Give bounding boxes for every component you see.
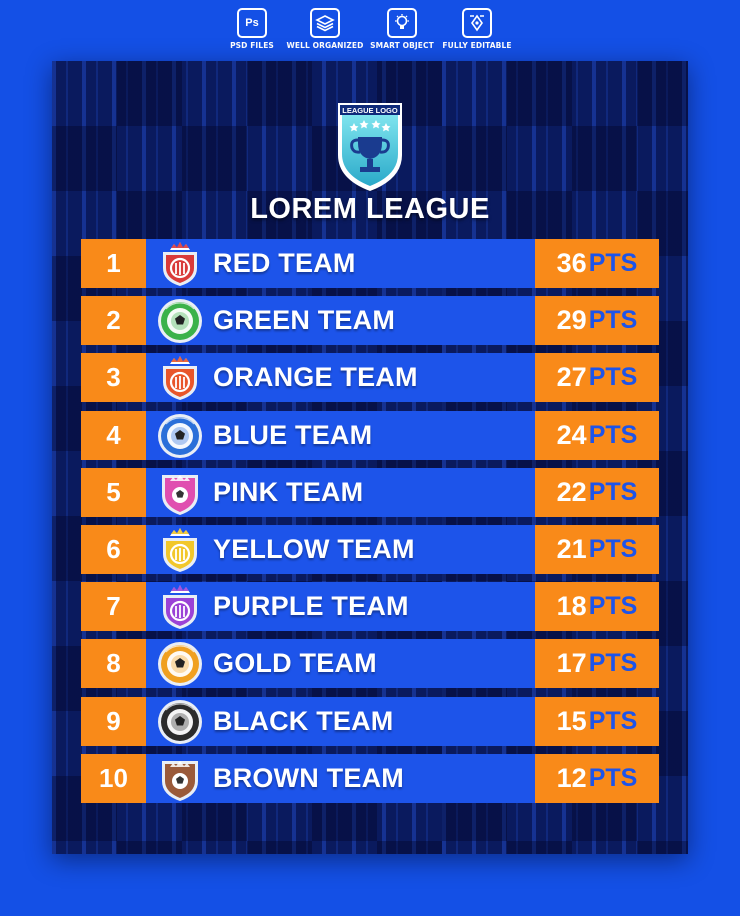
rank-number: 2 bbox=[81, 296, 146, 346]
standings-row: 1 RED TEAM 36 PTS bbox=[81, 239, 659, 288]
team-name: ORANGE TEAM bbox=[213, 362, 418, 393]
league-logo-text: LEAGUE LOGO bbox=[342, 106, 398, 115]
standings-row: 5 PINK TEAM 22 PTS bbox=[81, 467, 659, 517]
points-unit: PTS bbox=[588, 649, 638, 678]
points-unit: PTS bbox=[588, 363, 638, 392]
points-unit: PTS bbox=[588, 592, 638, 621]
team-name: BLUE TEAM bbox=[213, 419, 373, 450]
team-badge-icon bbox=[158, 299, 202, 344]
feature-smart-object: SMART OBJECT bbox=[357, 8, 447, 50]
team-badge-icon bbox=[163, 356, 197, 401]
team-badge-icon bbox=[163, 242, 197, 286]
standings-row: 4 BLUE TEAM 24 PTS bbox=[81, 410, 659, 460]
team-bar: BLACK TEAM bbox=[146, 696, 535, 746]
team-name: BLACK TEAM bbox=[213, 705, 394, 736]
rank-number: 5 bbox=[81, 467, 146, 517]
points-value: 24 bbox=[556, 419, 587, 450]
team-badge-icon bbox=[158, 642, 202, 687]
feature-well-organized: WELL ORGANIZED bbox=[280, 8, 370, 50]
points-unit: PTS bbox=[588, 535, 638, 563]
team-badge-icon bbox=[163, 528, 197, 572]
feature-bar: Ps PSD FILES WELL ORGANIZED SMART OBJECT bbox=[0, 8, 740, 56]
points-box: 24 PTS bbox=[535, 410, 659, 460]
points-unit: PTS bbox=[588, 420, 638, 449]
feature-label: WELL ORGANIZED bbox=[286, 41, 364, 50]
points-box: 36 PTS bbox=[535, 239, 659, 288]
team-badge-icon bbox=[158, 413, 202, 458]
team-bar: PINK TEAM bbox=[146, 467, 535, 517]
team-bar: PURPLE TEAM bbox=[146, 582, 535, 632]
points-box: 22 PTS bbox=[535, 467, 659, 517]
points-unit: PTS bbox=[588, 306, 638, 335]
points-box: 29 PTS bbox=[535, 296, 659, 346]
points-unit: PTS bbox=[588, 477, 638, 506]
team-bar: RED TEAM bbox=[146, 239, 535, 288]
standings-row: 10 BROWN TEAM 12 PTS bbox=[81, 753, 659, 803]
feature-label: FULLY EDITABLE bbox=[442, 41, 512, 50]
points-value: 27 bbox=[556, 362, 587, 393]
team-bar: GOLD TEAM bbox=[146, 639, 535, 689]
team-bar: ORANGE TEAM bbox=[146, 353, 535, 403]
team-name: PINK TEAM bbox=[213, 476, 364, 507]
rank-number: 4 bbox=[81, 410, 146, 460]
team-bar: BLUE TEAM bbox=[146, 410, 535, 460]
standings-row: 7 PURPLE TEAM 18 PTS bbox=[81, 582, 659, 632]
points-box: 17 PTS bbox=[535, 639, 659, 689]
standings-poster: LEAGUE LOGO LOREM LEAGUE 1 RED TEAM 36 PTS… bbox=[52, 61, 688, 854]
team-name: PURPLE TEAM bbox=[213, 591, 409, 622]
team-badge-icon bbox=[162, 760, 198, 801]
feature-fully-editable: FULLY EDITABLE bbox=[432, 8, 522, 50]
points-value: 17 bbox=[556, 648, 587, 679]
team-bar: BROWN TEAM bbox=[146, 753, 535, 803]
team-name: GOLD TEAM bbox=[213, 648, 377, 679]
team-name: RED TEAM bbox=[213, 248, 356, 278]
team-name: YELLOW TEAM bbox=[213, 534, 415, 564]
points-unit: PTS bbox=[588, 706, 638, 735]
team-bar: YELLOW TEAM bbox=[146, 525, 535, 574]
feature-label: PSD FILES bbox=[230, 41, 274, 50]
points-value: 29 bbox=[556, 305, 587, 336]
points-value: 15 bbox=[556, 705, 587, 736]
rank-number: 9 bbox=[81, 696, 146, 746]
layers-icon bbox=[310, 8, 340, 38]
points-box: 18 PTS bbox=[535, 582, 659, 632]
points-unit: PTS bbox=[588, 763, 638, 792]
team-badge-icon bbox=[162, 474, 198, 515]
standings-row: 6 YELLOW TEAM 21 PTS bbox=[81, 525, 659, 574]
points-value: 12 bbox=[556, 762, 587, 793]
edit-pen-icon bbox=[462, 8, 492, 38]
league-logo-icon: LEAGUE LOGO bbox=[338, 103, 402, 191]
points-value: 21 bbox=[556, 534, 587, 564]
standings-row: 3 ORANGE TEAM 27 PTS bbox=[81, 353, 659, 403]
team-name: BROWN TEAM bbox=[213, 762, 404, 793]
points-value: 18 bbox=[556, 591, 587, 622]
points-box: 27 PTS bbox=[535, 353, 659, 403]
rank-number: 10 bbox=[81, 753, 146, 803]
points-box: 21 PTS bbox=[535, 525, 659, 574]
photoshop-glyph: Ps bbox=[245, 17, 259, 29]
team-bar: GREEN TEAM bbox=[146, 296, 535, 346]
league-title: LOREM LEAGUE bbox=[250, 193, 490, 225]
rank-number: 1 bbox=[81, 239, 146, 288]
team-badge-icon bbox=[158, 699, 202, 744]
rank-number: 7 bbox=[81, 582, 146, 632]
points-unit: PTS bbox=[588, 249, 638, 277]
points-value: 22 bbox=[556, 476, 587, 507]
points-value: 36 bbox=[556, 248, 587, 278]
team-name: GREEN TEAM bbox=[213, 305, 396, 336]
photoshop-icon: Ps bbox=[237, 8, 267, 38]
standings-row: 8 GOLD TEAM 17 PTS bbox=[81, 639, 659, 689]
rank-number: 3 bbox=[81, 353, 146, 403]
points-box: 15 PTS bbox=[535, 696, 659, 746]
lightbulb-icon bbox=[387, 8, 417, 38]
standings-row: 9 BLACK TEAM 15 PTS bbox=[81, 696, 659, 746]
rank-number: 8 bbox=[81, 639, 146, 689]
standings-row: 2 GREEN TEAM 29 PTS bbox=[81, 296, 659, 346]
feature-psd-files: Ps PSD FILES bbox=[207, 8, 297, 50]
team-badge-icon bbox=[163, 585, 197, 630]
feature-label: SMART OBJECT bbox=[370, 41, 434, 50]
rank-number: 6 bbox=[81, 525, 146, 574]
points-box: 12 PTS bbox=[535, 753, 659, 803]
